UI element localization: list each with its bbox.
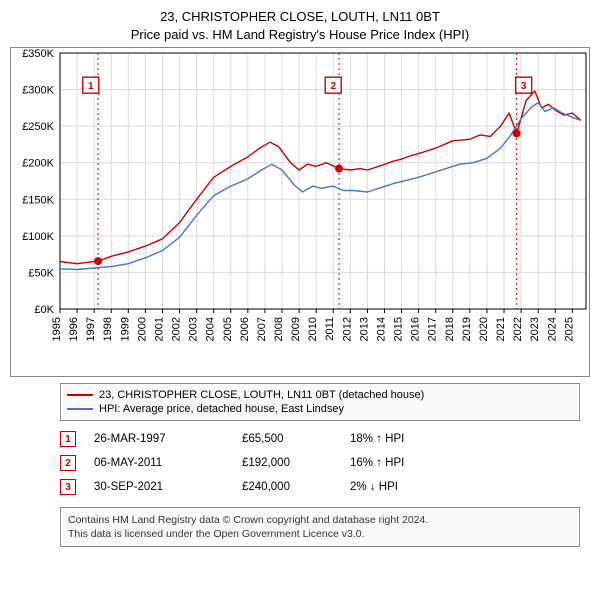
sale-row: 2 06-MAY-2011 £192,000 16% ↑ HPI bbox=[60, 451, 580, 475]
sale-date: 06-MAY-2011 bbox=[94, 457, 224, 469]
legend-label: 23, CHRISTOPHER CLOSE, LOUTH, LN11 0BT (… bbox=[99, 389, 424, 401]
svg-text:2010: 2010 bbox=[307, 317, 319, 341]
svg-text:£200K: £200K bbox=[22, 158, 54, 170]
svg-text:£0K: £0K bbox=[34, 304, 54, 316]
svg-text:2001: 2001 bbox=[153, 317, 165, 341]
title-line-2: Price paid vs. HM Land Registry's House … bbox=[131, 27, 469, 42]
svg-text:£150K: £150K bbox=[22, 194, 54, 206]
attribution-line-2: This data is licensed under the Open Gov… bbox=[68, 528, 365, 540]
svg-text:2016: 2016 bbox=[410, 317, 422, 341]
svg-text:2024: 2024 bbox=[546, 317, 558, 341]
svg-text:2004: 2004 bbox=[205, 317, 217, 341]
svg-text:2020: 2020 bbox=[478, 317, 490, 341]
svg-text:2009: 2009 bbox=[290, 317, 302, 341]
chart-title: 23, CHRISTOPHER CLOSE, LOUTH, LN11 0BT P… bbox=[10, 8, 590, 43]
svg-text:2012: 2012 bbox=[341, 317, 353, 341]
svg-text:2011: 2011 bbox=[324, 317, 336, 341]
svg-text:£100K: £100K bbox=[22, 231, 54, 243]
sale-date: 30-SEP-2021 bbox=[94, 481, 224, 493]
legend-swatch bbox=[67, 408, 93, 410]
sale-row: 3 30-SEP-2021 £240,000 2% ↓ HPI bbox=[60, 475, 580, 499]
svg-text:2019: 2019 bbox=[461, 317, 473, 341]
svg-text:2023: 2023 bbox=[529, 317, 541, 341]
svg-text:3: 3 bbox=[521, 81, 527, 92]
svg-text:2003: 2003 bbox=[188, 317, 200, 341]
svg-text:2007: 2007 bbox=[256, 317, 268, 341]
svg-text:2000: 2000 bbox=[136, 317, 148, 341]
svg-text:2022: 2022 bbox=[512, 317, 524, 341]
svg-text:1999: 1999 bbox=[119, 317, 131, 341]
legend: 23, CHRISTOPHER CLOSE, LOUTH, LN11 0BT (… bbox=[60, 383, 580, 421]
legend-label: HPI: Average price, detached house, East… bbox=[99, 403, 344, 415]
svg-text:2: 2 bbox=[330, 81, 336, 92]
svg-text:2008: 2008 bbox=[273, 317, 285, 341]
legend-item: 23, CHRISTOPHER CLOSE, LOUTH, LN11 0BT (… bbox=[67, 388, 573, 402]
legend-item: HPI: Average price, detached house, East… bbox=[67, 402, 573, 416]
sales-table: 1 26-MAR-1997 £65,500 18% ↑ HPI 2 06-MAY-2011… bbox=[60, 427, 580, 501]
attribution: Contains HM Land Registry data © Crown c… bbox=[60, 507, 580, 547]
sale-badge: 3 bbox=[60, 479, 76, 495]
svg-text:2013: 2013 bbox=[358, 317, 370, 341]
svg-text:1998: 1998 bbox=[102, 317, 114, 341]
legend-swatch bbox=[67, 394, 93, 396]
sale-price: £65,500 bbox=[242, 433, 332, 445]
price-chart: £0K £50K £100K £150K £200K £250K £300K £350K 199… bbox=[10, 47, 590, 377]
svg-text:2021: 2021 bbox=[495, 317, 507, 341]
svg-text:£50K: £50K bbox=[28, 268, 54, 280]
svg-text:2025: 2025 bbox=[563, 317, 575, 341]
svg-text:£350K: £350K bbox=[22, 48, 54, 60]
svg-text:1: 1 bbox=[88, 81, 94, 92]
sale-badge: 2 bbox=[60, 455, 76, 471]
sale-price: £240,000 bbox=[242, 481, 332, 493]
svg-text:1997: 1997 bbox=[85, 317, 97, 341]
svg-text:2006: 2006 bbox=[239, 317, 251, 341]
svg-text:2002: 2002 bbox=[171, 317, 183, 341]
svg-text:2018: 2018 bbox=[444, 317, 456, 341]
sale-delta: 18% ↑ HPI bbox=[350, 433, 460, 445]
svg-text:£300K: £300K bbox=[22, 85, 54, 97]
svg-text:1996: 1996 bbox=[68, 317, 80, 341]
svg-text:2017: 2017 bbox=[427, 317, 439, 341]
sale-date: 26-MAR-1997 bbox=[94, 433, 224, 445]
sale-badge: 1 bbox=[60, 431, 76, 447]
svg-text:2014: 2014 bbox=[375, 317, 387, 341]
sale-delta: 16% ↑ HPI bbox=[350, 457, 460, 469]
svg-text:1995: 1995 bbox=[51, 317, 63, 341]
sale-price: £192,000 bbox=[242, 457, 332, 469]
attribution-line-1: Contains HM Land Registry data © Crown c… bbox=[68, 514, 428, 526]
sale-delta: 2% ↓ HPI bbox=[350, 481, 460, 493]
svg-text:£250K: £250K bbox=[22, 121, 54, 133]
svg-text:2015: 2015 bbox=[393, 317, 405, 341]
sale-row: 1 26-MAR-1997 £65,500 18% ↑ HPI bbox=[60, 427, 580, 451]
title-line-1: 23, CHRISTOPHER CLOSE, LOUTH, LN11 0BT bbox=[160, 9, 440, 24]
svg-text:2005: 2005 bbox=[222, 317, 234, 341]
